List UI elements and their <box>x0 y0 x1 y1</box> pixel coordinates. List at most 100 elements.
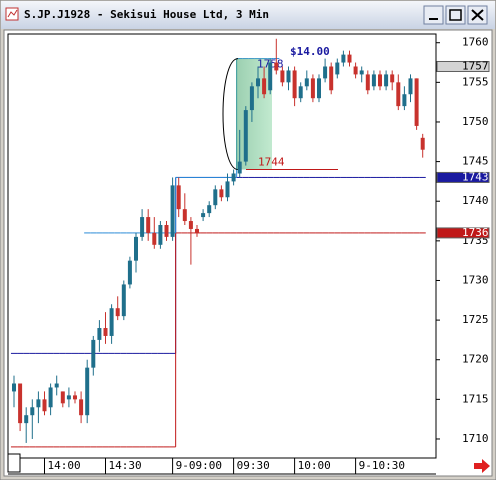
price-marker-label: 1743 <box>462 170 489 183</box>
candle-body <box>371 74 376 87</box>
candle-body <box>201 213 206 218</box>
candle-body <box>91 339 96 368</box>
candle-body <box>256 78 260 87</box>
candle-body <box>365 74 370 91</box>
candle-body <box>36 399 41 408</box>
price-marker <box>436 171 490 183</box>
candle-body <box>146 217 151 233</box>
candle-body <box>24 415 29 424</box>
candle-body <box>286 70 291 83</box>
candle-body <box>213 189 218 206</box>
candle-body <box>292 70 297 99</box>
candle-body <box>103 328 108 336</box>
scroll-arrow[interactable] <box>474 459 490 473</box>
candle-body <box>140 217 145 237</box>
candle-body <box>158 224 163 245</box>
candle-body <box>243 110 248 162</box>
maximize-glyph <box>449 9 462 21</box>
y-tick-label: 1715 <box>462 392 489 405</box>
candle-body <box>176 185 181 210</box>
candle-body <box>18 383 23 424</box>
candle-body <box>317 78 321 99</box>
plot-area <box>7 33 437 459</box>
scroll-box[interactable] <box>7 453 21 473</box>
candle-body <box>280 70 285 83</box>
candle-body <box>164 224 169 237</box>
candle-body <box>109 308 114 336</box>
candle-body <box>310 78 315 99</box>
candle-body <box>323 66 328 79</box>
candle-body <box>115 308 120 317</box>
candle-body <box>66 395 71 400</box>
y-tick-label: 1725 <box>462 313 489 326</box>
candle-body <box>304 78 309 87</box>
measure-bracket <box>222 58 239 171</box>
candle-body <box>249 86 254 111</box>
candle-body <box>170 185 175 237</box>
candle-body <box>152 232 157 245</box>
window-icon <box>5 7 19 21</box>
candle-body <box>329 66 334 91</box>
price-marker-label: 1757 <box>462 59 489 72</box>
x-tick-label: 10:00 <box>298 459 331 472</box>
candle-body <box>353 66 358 75</box>
price-marker-label: 1736 <box>462 226 489 239</box>
window-icon-glyph <box>7 9 18 18</box>
candle-body <box>97 328 102 340</box>
y-tick-label: 1760 <box>462 36 489 49</box>
price-marker <box>436 227 490 239</box>
candle-body <box>85 367 90 416</box>
candle-body <box>378 74 382 87</box>
x-tick-label: 09:30 <box>237 459 270 472</box>
maximize-button[interactable] <box>445 5 466 25</box>
x-tick-label: 14:30 <box>109 459 142 472</box>
candle-body <box>384 74 389 87</box>
candle-body <box>219 189 224 198</box>
candle-body <box>207 205 212 214</box>
measure-low-label: 1744 <box>258 156 285 169</box>
candle-body <box>262 78 267 95</box>
x-tick-label: 9-09:00 <box>176 459 222 472</box>
candle-body <box>359 70 364 75</box>
x-tick-label: 9-10:30 <box>359 459 405 472</box>
title-bar <box>1 1 495 29</box>
candle-body <box>127 260 132 285</box>
candle-body <box>195 228 199 233</box>
candle-body <box>341 54 346 63</box>
candle-body <box>335 62 340 75</box>
candle-body <box>60 391 65 404</box>
y-tick-label: 1745 <box>462 155 489 168</box>
price-marker <box>436 60 490 72</box>
candle-body <box>231 173 236 182</box>
candle-body <box>42 399 47 412</box>
candle-body <box>274 62 279 71</box>
candle-body <box>73 395 77 400</box>
x-tick-label: 14:00 <box>48 459 81 472</box>
candle-body <box>237 161 242 174</box>
measure-box <box>236 58 272 170</box>
candle-body <box>396 82 401 107</box>
y-tick-label: 1755 <box>462 75 489 88</box>
candle-body <box>188 221 193 229</box>
candle-body <box>12 383 16 392</box>
candle-body <box>121 284 126 317</box>
y-tick-label: 1720 <box>462 353 489 366</box>
candle-body <box>390 74 395 83</box>
minimize-button[interactable] <box>423 5 444 25</box>
y-tick-label: 1740 <box>462 194 489 207</box>
candle-body <box>408 78 413 95</box>
candle-body <box>225 181 230 198</box>
candle-body <box>414 78 419 126</box>
y-tick-label: 1750 <box>462 115 489 128</box>
y-tick-label: 1730 <box>462 273 489 286</box>
candle-body <box>402 94 407 107</box>
candle-body <box>79 399 84 416</box>
measure-change-label: $14.00 <box>290 45 330 58</box>
y-tick-label: 1710 <box>462 432 489 445</box>
candle-body <box>268 62 273 91</box>
close-glyph <box>471 9 484 21</box>
candle-body <box>30 407 35 416</box>
candle-body <box>48 387 53 408</box>
